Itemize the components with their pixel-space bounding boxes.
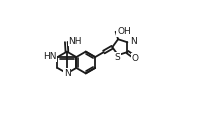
Text: OH: OH (117, 27, 131, 36)
Text: N: N (130, 37, 137, 46)
Text: O: O (131, 54, 139, 63)
Text: NH: NH (68, 36, 82, 46)
Text: HN: HN (43, 52, 56, 61)
Text: N: N (64, 69, 71, 78)
Text: S: S (115, 52, 121, 62)
